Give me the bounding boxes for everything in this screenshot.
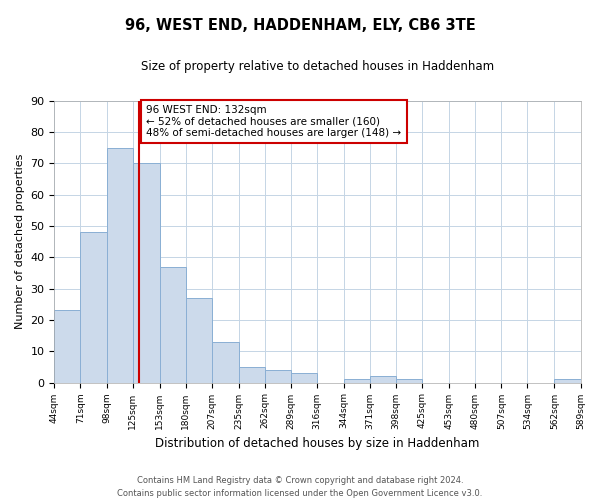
Bar (185, 298, 212, 382)
X-axis label: Distribution of detached houses by size in Haddenham: Distribution of detached houses by size … (155, 437, 479, 450)
Bar (370, 376, 396, 382)
Bar (344, 380, 370, 382)
Bar (291, 373, 317, 382)
Text: 96 WEST END: 132sqm
← 52% of detached houses are smaller (160)
48% of semi-detac: 96 WEST END: 132sqm ← 52% of detached ho… (146, 105, 401, 138)
Bar (239, 367, 265, 382)
Bar (265, 370, 291, 382)
Y-axis label: Number of detached properties: Number of detached properties (15, 154, 25, 329)
Text: Contains HM Land Registry data © Crown copyright and database right 2024.
Contai: Contains HM Land Registry data © Crown c… (118, 476, 482, 498)
Bar (133, 163, 160, 382)
Bar (554, 380, 581, 382)
Text: 96, WEST END, HADDENHAM, ELY, CB6 3TE: 96, WEST END, HADDENHAM, ELY, CB6 3TE (125, 18, 475, 32)
Bar (160, 266, 185, 382)
Bar (396, 380, 422, 382)
Bar (212, 342, 239, 382)
Title: Size of property relative to detached houses in Haddenham: Size of property relative to detached ho… (141, 60, 494, 73)
Bar (55, 310, 80, 382)
Bar (80, 232, 107, 382)
Bar (107, 148, 133, 382)
